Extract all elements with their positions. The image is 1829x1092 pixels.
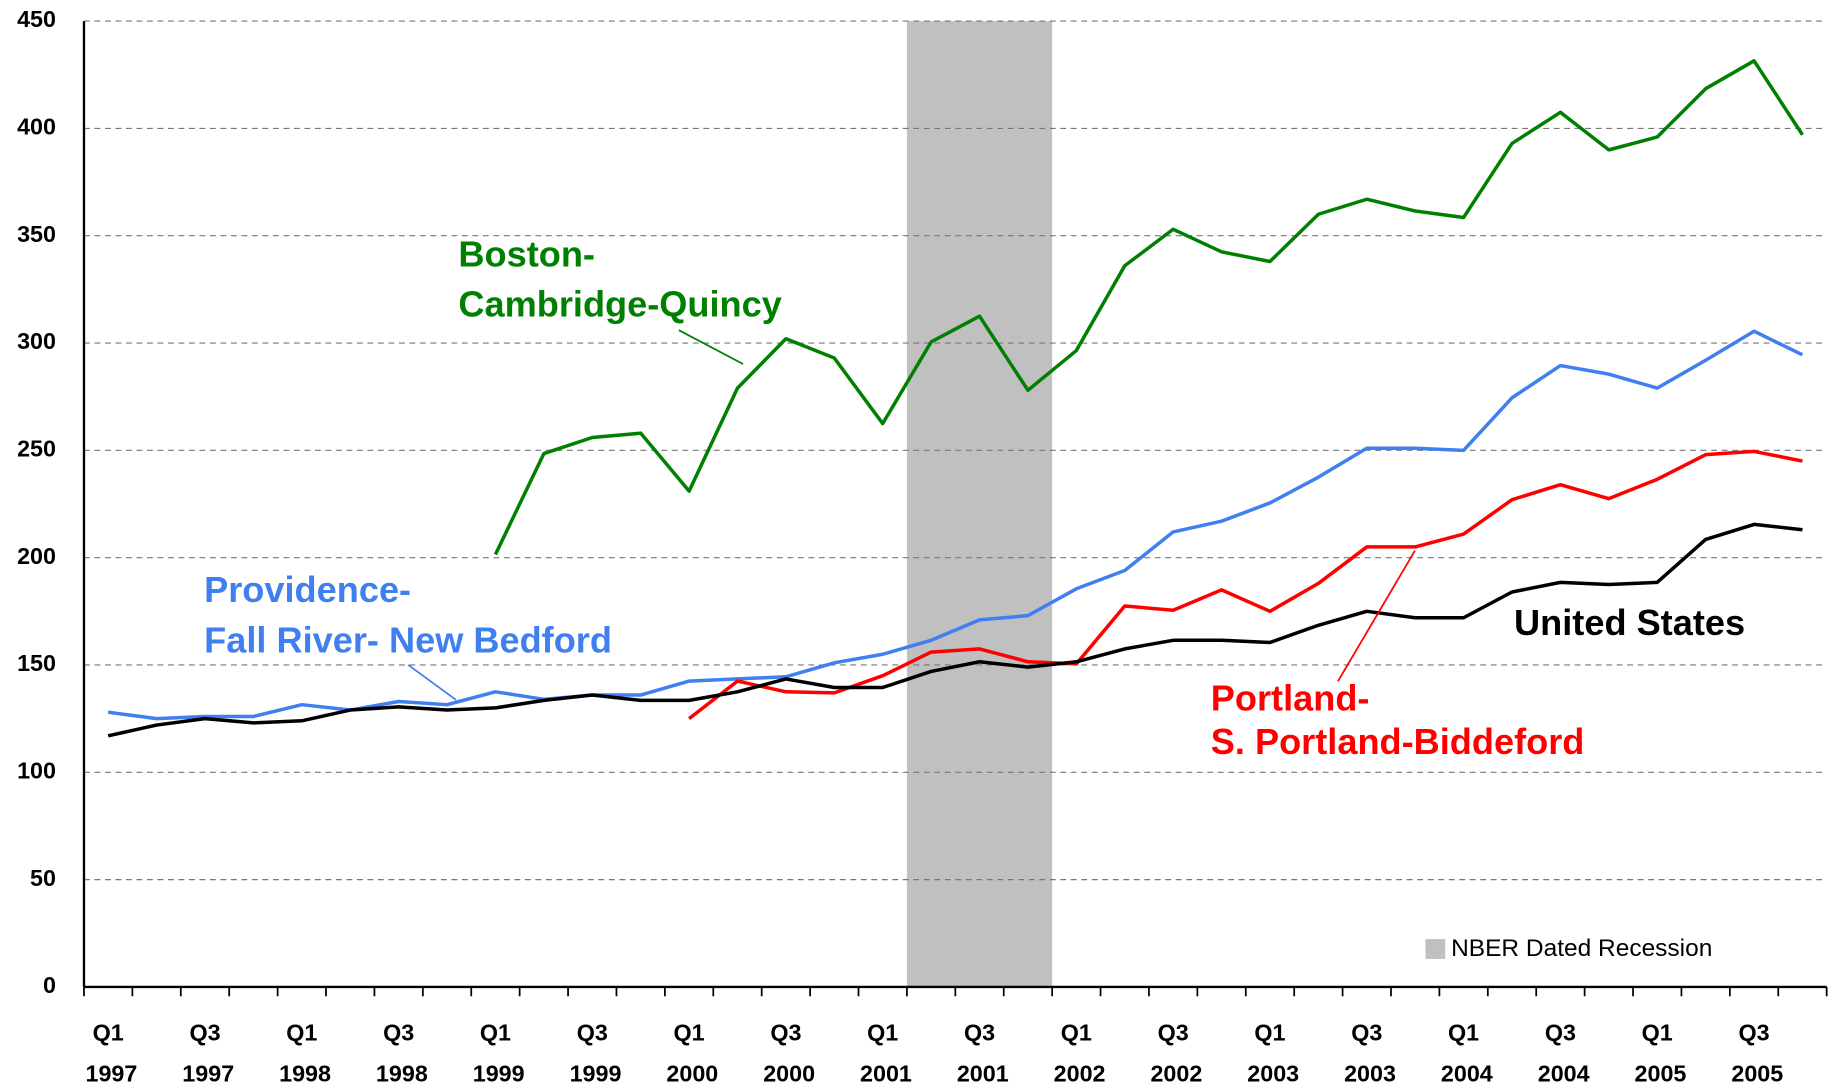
leader-line [678,329,744,365]
series-line [688,449,1803,721]
leader-line [407,664,457,701]
y-tick-label: 100 [17,757,56,783]
y-tick-label: 150 [17,650,56,676]
x-tick-label: Q3 2003 [1338,1020,1396,1087]
series-line [107,329,1804,721]
x-tick-label: Q1 1998 [273,1020,331,1087]
x-tick-label: Q3 1998 [369,1020,427,1087]
x-tick-label: Q1 2005 [1628,1020,1686,1087]
x-tick-label: Q1 1997 [79,1020,137,1087]
x-tick-label: Q3 1999 [563,1020,621,1087]
y-tick-label: 250 [17,436,56,462]
series-label: Boston- [458,233,595,274]
y-tick-label: 200 [17,543,56,569]
series-label: Cambridge-Quincy [458,283,781,324]
series-label: Providence- [204,569,411,610]
x-tick-label: Q3 2005 [1725,1020,1783,1087]
x-tick-label: Q3 1997 [176,1020,234,1087]
x-tick-label: Q1 2003 [1241,1020,1299,1087]
series-label: Fall River- New Bedford [204,619,612,660]
y-tick-label: 50 [30,865,56,891]
y-tick-label: 300 [17,328,56,354]
y-tick-label: 350 [17,221,56,247]
x-tick-label: Q3 2004 [1531,1020,1589,1087]
legend-swatch [1425,939,1446,959]
x-tick-label: Q3 2001 [950,1020,1008,1087]
y-tick-label: 0 [43,972,56,998]
series-line [107,522,1803,738]
x-tick-label: Q3 2000 [757,1020,815,1087]
x-tick-label: Q1 2002 [1047,1020,1105,1087]
y-tick-label: 400 [17,114,56,140]
recession-band [906,21,1053,987]
x-tick-label: Q1 2004 [1434,1020,1492,1087]
legend-label: NBER Dated Recession [1451,935,1712,962]
x-tick-label: Q1 1999 [466,1020,524,1087]
x-tick-label: Q1 2000 [660,1020,718,1087]
series-label: United States [1514,602,1745,643]
x-tick-label: Q1 2001 [854,1020,912,1087]
series-label: Portland- [1211,678,1370,719]
series-label: S. Portland-Biddeford [1211,721,1585,762]
series-line [493,59,1804,556]
x-tick-label: Q3 2002 [1144,1020,1202,1087]
leader-line [1337,550,1416,682]
y-tick-label: 450 [17,6,56,32]
